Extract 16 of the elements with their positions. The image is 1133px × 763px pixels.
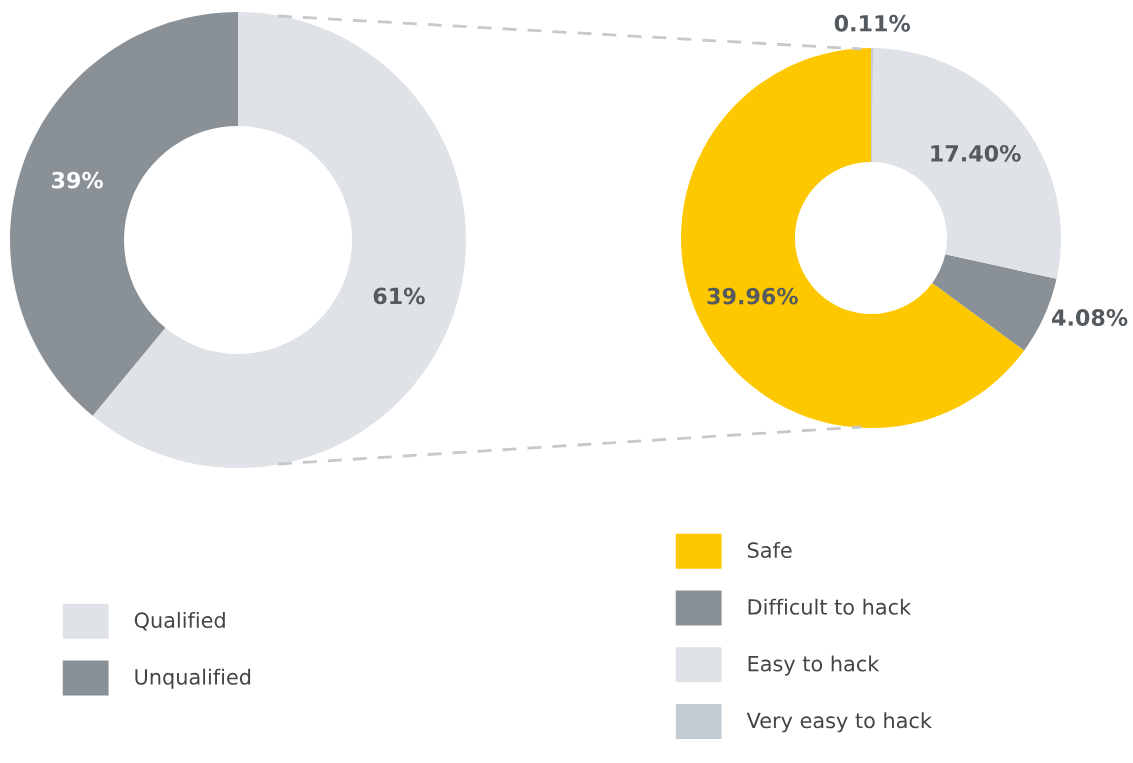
legend-label: Safe [747,541,792,558]
legend-label: Qualified [134,611,225,631]
data-label: 4.08% [1052,309,1128,326]
data-label: 39.96% [707,287,798,305]
legend-label: Difficult to hack [748,598,912,615]
legend-label: Unqualified [135,668,251,689]
data-label: 39% [52,171,103,189]
data-label: 0.11% [834,14,911,32]
donut-slice [871,48,1061,279]
legend-label: Very easy to hack [746,712,932,733]
data-label: 61% [373,287,425,305]
donut-slice [871,48,874,162]
donut-slice [681,48,1025,428]
donut-slice [10,12,238,416]
data-label: 17.40% [931,144,1021,162]
legend-label: Easy to hack [748,655,880,676]
